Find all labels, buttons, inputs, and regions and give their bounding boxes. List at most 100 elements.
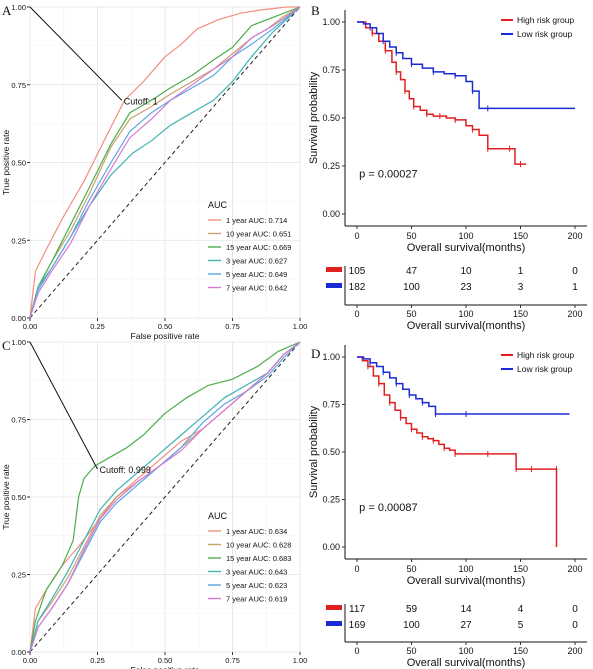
- panel-letter: D: [311, 346, 320, 361]
- x-tick-label: 150: [513, 309, 528, 319]
- risk-count: 100: [403, 282, 420, 293]
- survival-curve-2: [357, 21, 575, 110]
- survival-curve-2: [357, 356, 570, 415]
- y-tick-label: 0.75: [322, 65, 340, 75]
- y-tick-label: 1.00: [322, 352, 340, 362]
- x-tick-label: 0.25: [90, 656, 105, 665]
- x-tick-label: 0.25: [90, 322, 105, 331]
- panel-letter: C: [2, 338, 11, 353]
- legend-entry: Low risk group: [517, 29, 573, 39]
- legend-entry: 7 year AUC: 0.619: [226, 595, 287, 604]
- risk-count: 10: [460, 266, 472, 277]
- x-tick-label: 50: [406, 564, 416, 574]
- risk-count: 1: [518, 266, 524, 277]
- x-tick-label: 0.00: [23, 322, 38, 331]
- y-tick-label: 0.50: [11, 159, 26, 168]
- x-tick-label: 100: [458, 309, 473, 319]
- x-tick-label: 200: [567, 231, 582, 241]
- y-tick-label: 0.00: [11, 314, 26, 323]
- roc-curve-3: [29, 6, 301, 319]
- y-tick-label: 0.25: [11, 236, 26, 245]
- x-tick-label: 0.50: [158, 322, 173, 331]
- risk-count: 5: [518, 620, 524, 631]
- panel-b: B0 50 100 150 2000.000.250.500.751.00Overall…: [308, 3, 587, 332]
- x-tick-label: 200: [567, 309, 582, 319]
- legend-entry: 3 year AUC: 0.643: [226, 568, 287, 577]
- risk-count: 3: [518, 282, 524, 293]
- y-tick-label: 0.00: [322, 209, 340, 219]
- risk-count: 27: [460, 620, 472, 631]
- y-axis-label: Survival probability: [308, 71, 320, 164]
- roc-curve-6: [29, 6, 301, 319]
- legend-entry: 15 year AUC: 0.669: [226, 243, 291, 252]
- x-tick-label: 0.75: [225, 322, 240, 331]
- risk-count: 1: [572, 282, 578, 293]
- cutoff-line: [29, 341, 98, 470]
- risk-row-swatch: [326, 283, 342, 288]
- risk-count: 23: [460, 282, 472, 293]
- risk-count: 105: [349, 266, 366, 277]
- y-tick-label: 0.50: [322, 113, 340, 123]
- cutoff-label: Cutoff: 1: [124, 96, 158, 106]
- panel-letter: A: [2, 3, 12, 18]
- risk-count: 47: [406, 266, 418, 277]
- risk-count: 117: [349, 604, 365, 615]
- legend-title: AUC: [208, 200, 228, 210]
- panel-a: A Cutoff: 1 0.00 0.25 0.50 0.75 1.00 0.00 0.25 0.…: [1, 3, 307, 341]
- x-tick-label: 1.00: [293, 322, 308, 331]
- x-tick-label: 0.50: [158, 656, 173, 665]
- x-tick-label: 50: [406, 231, 416, 241]
- y-tick-label: 0.00: [322, 542, 340, 552]
- x-tick-label: 0: [354, 309, 359, 319]
- legend-entry: 10 year AUC: 0.628: [226, 541, 291, 550]
- legend-entry: 5 year AUC: 0.623: [226, 581, 287, 590]
- legend-entry: 5 year AUC: 0.649: [226, 270, 287, 279]
- legend-entry: High risk group: [517, 15, 574, 25]
- x-axis-label: False positive rate: [131, 331, 200, 341]
- legend-entry: 10 year AUC: 0.651: [226, 230, 291, 239]
- cutoff-line: [29, 6, 123, 101]
- y-axis-label: True positive rate: [1, 464, 11, 530]
- y-tick-label: 1.00: [11, 338, 26, 347]
- roc-curve-5: [29, 6, 301, 319]
- x-tick-label: 100: [458, 231, 473, 241]
- x-axis-label: False positive rate: [131, 665, 200, 669]
- x-tick-label: 0: [354, 646, 359, 656]
- y-tick-label: 1.00: [11, 3, 26, 12]
- risk-count: 0: [572, 604, 578, 615]
- panel-letter: B: [311, 3, 320, 18]
- risk-count: 4: [518, 604, 524, 615]
- risk-count: 169: [349, 620, 366, 631]
- x-tick-label: 150: [513, 231, 528, 241]
- roc-curve-4: [29, 341, 301, 653]
- p-value: p = 0.00027: [359, 169, 417, 181]
- legend-entry: 15 year AUC: 0.683: [226, 554, 291, 563]
- x-tick-label: 0: [354, 231, 359, 241]
- y-tick-label: 0.00: [11, 648, 26, 657]
- risk-count: 14: [460, 604, 472, 615]
- legend-entry: 1 year AUC: 0.634: [226, 527, 287, 536]
- risk-row-swatch: [326, 621, 342, 626]
- survival-curve-1: [357, 21, 526, 165]
- x-tick-label: 150: [513, 646, 528, 656]
- x-tick-label: 0.00: [23, 656, 38, 665]
- risk-count: 0: [572, 620, 578, 631]
- risk-table-x-label: Overall survival(months): [407, 657, 526, 669]
- panel-d: D0 50 100 150 2000.000.250.500.751.00Overall…: [308, 345, 587, 669]
- risk-count: 0: [572, 266, 578, 277]
- risk-count: 59: [406, 604, 418, 615]
- legend-entry: Low risk group: [517, 364, 573, 374]
- y-tick-label: 0.75: [11, 81, 26, 90]
- legend-entry: High risk group: [517, 350, 574, 360]
- y-tick-label: 1.00: [322, 17, 340, 27]
- y-tick-label: 0.50: [11, 493, 26, 502]
- x-tick-label: 200: [567, 564, 582, 574]
- y-tick-label: 0.75: [322, 400, 340, 410]
- y-tick-label: 0.50: [322, 447, 340, 457]
- legend-entry: 7 year AUC: 0.642: [226, 284, 287, 293]
- survival-curve-1: [357, 356, 558, 547]
- x-tick-label: 150: [513, 564, 528, 574]
